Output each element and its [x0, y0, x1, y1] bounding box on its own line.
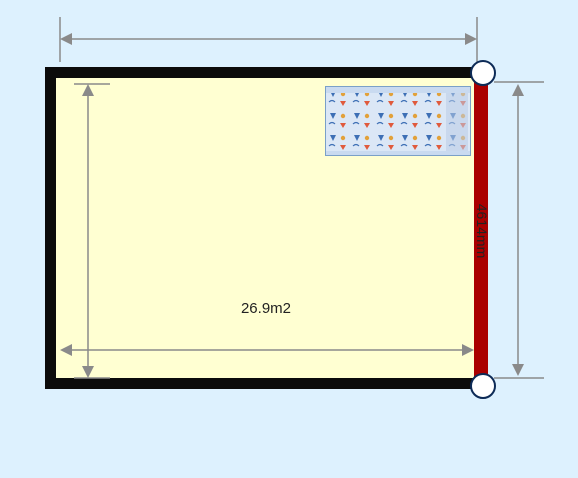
wall-endpoint-handle-bottom[interactable] [470, 373, 496, 399]
wall-length-label: 4614mm [474, 203, 490, 259]
wall-top[interactable] [45, 67, 485, 78]
wall-left[interactable] [45, 67, 56, 389]
wall-right-selected[interactable] [474, 78, 488, 378]
room-area-label: 26.9m2 [240, 300, 292, 317]
rug-furniture[interactable] [325, 86, 471, 156]
wall-endpoint-handle-top[interactable] [470, 60, 496, 86]
rug-icon [326, 87, 470, 155]
wall-bottom[interactable] [45, 378, 485, 389]
